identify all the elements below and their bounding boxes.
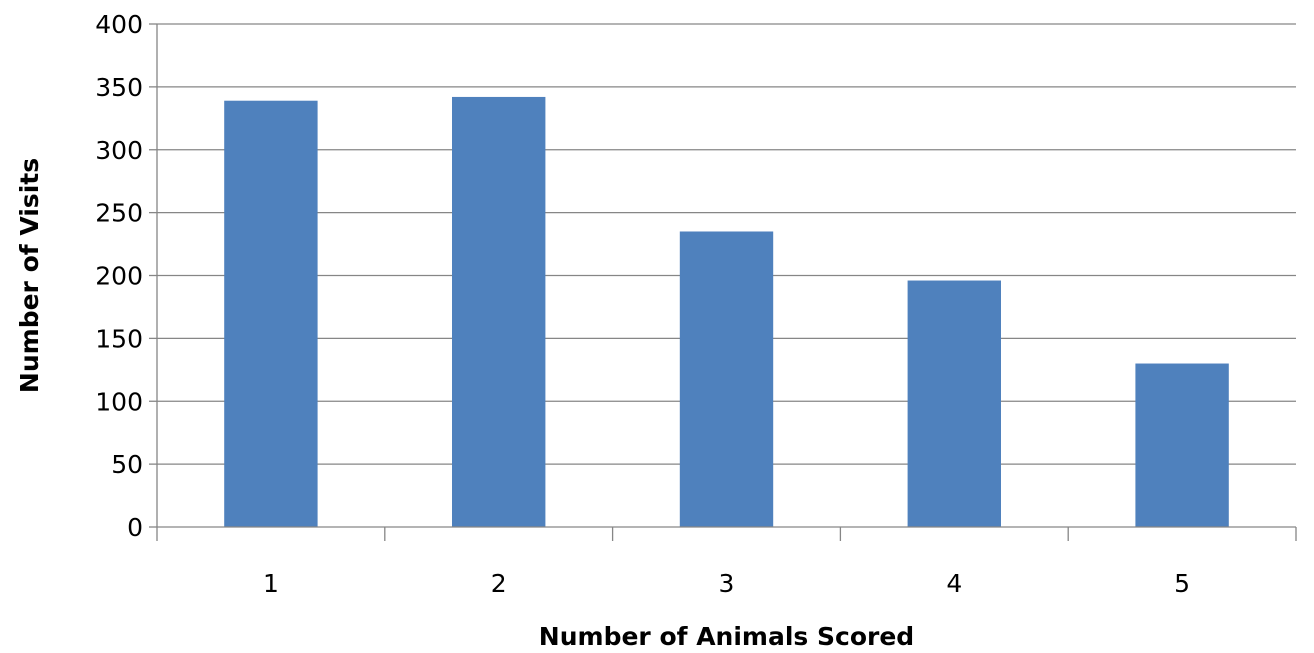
x-axis-title: Number of Animals Scored — [539, 622, 914, 651]
y-tick-label: 100 — [95, 387, 143, 416]
bars — [224, 96, 1229, 528]
y-tick-labels: 0 50 100 150 200 250 300 350 400 — [95, 10, 143, 542]
x-tick-label: 3 — [719, 569, 735, 598]
y-tick-label: 250 — [95, 199, 143, 228]
y-tick-label: 0 — [127, 513, 143, 542]
y-tick-label: 300 — [95, 136, 143, 165]
x-tick-label: 1 — [263, 569, 279, 598]
axes — [156, 24, 1297, 541]
x-tick-label: 5 — [1174, 569, 1190, 598]
bar-1 — [224, 100, 318, 528]
y-tick-label: 350 — [95, 73, 143, 102]
bar-2 — [452, 96, 546, 527]
bar-4 — [907, 280, 1001, 527]
y-tick-label: 50 — [111, 450, 143, 479]
y-tick-label: 200 — [95, 262, 143, 291]
x-tick-label: 4 — [946, 569, 962, 598]
bar-3 — [679, 231, 774, 528]
y-tick-label: 150 — [95, 324, 143, 353]
y-axis-title: Number of Visits — [15, 158, 44, 393]
y-tick-label: 400 — [95, 10, 143, 39]
x-tick-label: 2 — [491, 569, 507, 598]
x-tick-labels: 1 2 3 4 5 — [263, 569, 1190, 598]
bar-5 — [1135, 363, 1229, 527]
